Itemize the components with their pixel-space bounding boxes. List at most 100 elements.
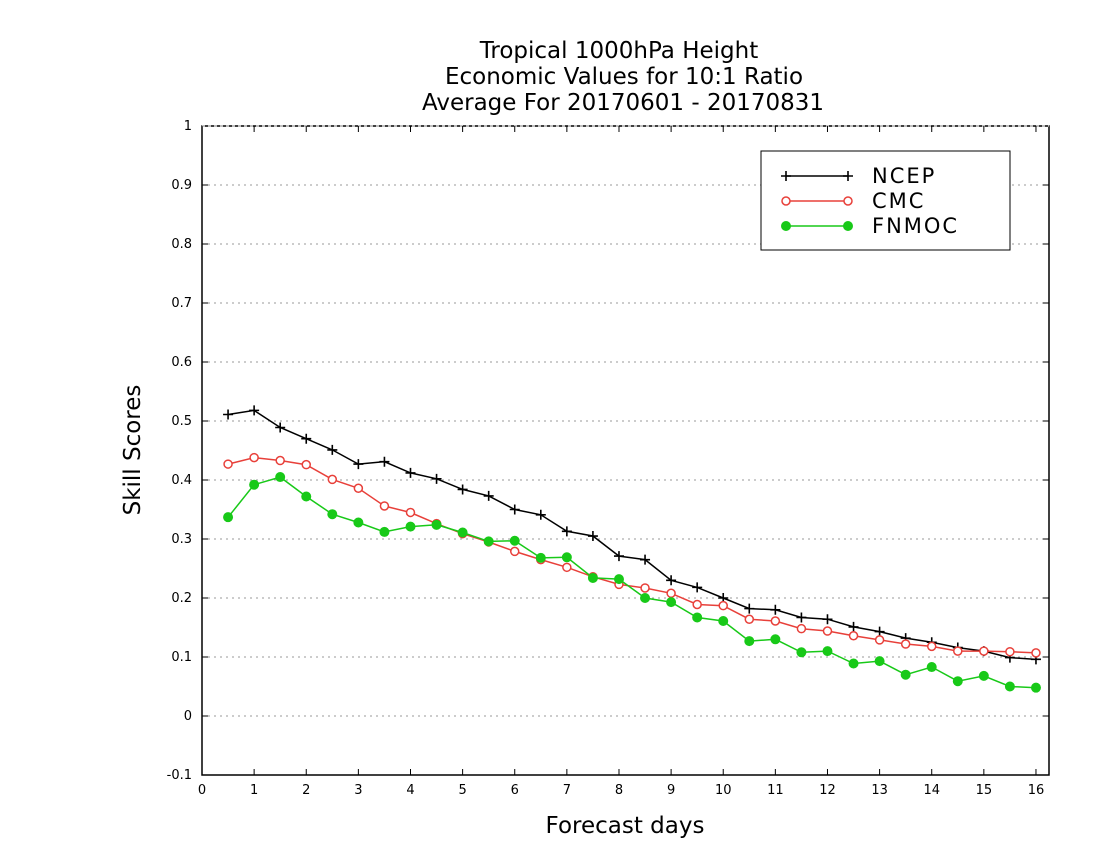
legend-marker [843, 196, 853, 206]
y-tick-label: 0.8 [171, 237, 192, 252]
series-ncep-marker [223, 409, 234, 420]
series-cmc-marker [1031, 648, 1041, 658]
series-ncep [223, 405, 1041, 665]
x-tick-label: 4 [406, 783, 414, 798]
x-tick-label: 12 [819, 783, 836, 798]
series-ncep-marker [353, 459, 364, 470]
legend-item-cmc: CMC [781, 189, 925, 213]
series-cmc-marker [770, 616, 781, 626]
series-cmc-marker [509, 546, 520, 557]
x-tick-label: 9 [667, 783, 675, 798]
series-cmc-marker [301, 459, 311, 470]
series-ncep-marker [275, 422, 286, 433]
series-cmc-marker [405, 507, 416, 518]
series-fnmoc-marker [327, 509, 338, 520]
series-cmc-marker [223, 459, 233, 469]
series-ncep-marker [666, 575, 677, 586]
series-fnmoc-marker [561, 552, 572, 563]
legend-marker [781, 171, 791, 181]
x-tick-label: 0 [198, 783, 206, 798]
series-fnmoc-marker [379, 526, 390, 537]
title-line-1: Tropical 1000hPa Height [479, 38, 759, 64]
series-ncep-line [227, 409, 1037, 661]
series-fnmoc-marker [535, 552, 546, 563]
series-ncep-marker [327, 444, 338, 455]
x-tick-label: 10 [715, 783, 732, 798]
legend-label: FNMOC [872, 214, 959, 238]
series-ncep-marker [822, 614, 833, 625]
series-fnmoc-marker [353, 517, 364, 528]
legend-marker [843, 221, 853, 231]
series-fnmoc-marker [223, 512, 234, 523]
series-fnmoc-line [227, 476, 1037, 689]
series-ncep-marker [692, 582, 703, 593]
series-cmc-marker [926, 641, 937, 652]
series-cmc-marker [562, 562, 572, 573]
series-cmc-marker [744, 614, 755, 624]
series-cmc-marker [379, 501, 390, 511]
x-tick-label: 15 [976, 783, 993, 798]
series-cmc-marker [822, 626, 833, 636]
series-cmc-marker [249, 452, 259, 463]
series-cmc-marker [692, 599, 702, 610]
x-tick-label: 14 [923, 783, 940, 798]
legend-marker [843, 171, 853, 181]
series-ncep-marker [744, 603, 755, 614]
series-fnmoc-marker [509, 535, 520, 546]
legend-label: NCEP [872, 164, 936, 188]
series-fnmoc-marker [926, 662, 937, 673]
series-fnmoc-marker [952, 676, 963, 687]
plot-frame [201, 125, 1050, 776]
series-ncep-marker [431, 473, 442, 484]
series-fnmoc-marker [822, 646, 833, 657]
series-cmc-marker [979, 646, 989, 656]
x-tick-label: 2 [302, 783, 310, 798]
series-fnmoc [223, 472, 1041, 693]
series-cmc-marker [874, 635, 885, 645]
series-fnmoc-marker [874, 656, 885, 667]
title-line-2: Economic Values for 10:1 Ratio [445, 64, 803, 90]
series-cmc-marker [796, 623, 807, 634]
x-tick-label: 16 [1028, 783, 1045, 798]
series-fnmoc-marker [718, 616, 729, 627]
legend-marker [781, 221, 791, 231]
y-tick-label: 0.9 [171, 178, 192, 193]
chart-title: Tropical 1000hPa Height Economic Values … [422, 38, 824, 116]
series-ncep-marker [509, 504, 520, 515]
series-ncep-marker [483, 490, 494, 501]
y-tick-label: 0.5 [171, 414, 192, 429]
x-tick-label: 13 [871, 783, 888, 798]
series-fnmoc-marker [483, 536, 494, 547]
series-cmc [223, 452, 1041, 658]
series-ncep-marker [535, 509, 546, 520]
axis-ticks: -0.100.10.20.30.40.50.60.70.80.910 1 2 3 4 5 6… [167, 119, 1049, 798]
y-tick-label: 0 [184, 709, 192, 724]
series-fnmoc-marker [1030, 682, 1041, 693]
x-axis-title: Forecast days [546, 813, 705, 839]
legend-label: CMC [872, 189, 925, 213]
series-ncep-marker [587, 531, 598, 542]
series-ncep-marker [561, 526, 572, 537]
series-fnmoc-marker [613, 574, 624, 585]
series-ncep-marker [640, 554, 651, 565]
series-fnmoc-marker [457, 527, 468, 538]
y-tick-label: 0.6 [171, 355, 192, 370]
series-fnmoc-marker [744, 636, 755, 647]
series-fnmoc-marker [640, 593, 651, 603]
series-ncep-marker [770, 604, 781, 615]
series-fnmoc-marker [692, 612, 703, 623]
series-cmc-marker [353, 483, 364, 494]
series-ncep-marker [457, 484, 468, 495]
x-tick-label: 3 [354, 783, 362, 798]
series-fnmoc-marker [431, 519, 442, 530]
x-tick-label: 7 [563, 783, 571, 798]
series-fnmoc-marker [666, 597, 677, 608]
series-ncep-marker [613, 551, 624, 562]
series-fnmoc-marker [275, 472, 286, 483]
y-tick-label: 0.7 [171, 296, 192, 311]
x-tick-label: 5 [458, 783, 466, 798]
series-ncep-marker [249, 405, 260, 416]
y-tick-label: -0.1 [167, 768, 192, 783]
